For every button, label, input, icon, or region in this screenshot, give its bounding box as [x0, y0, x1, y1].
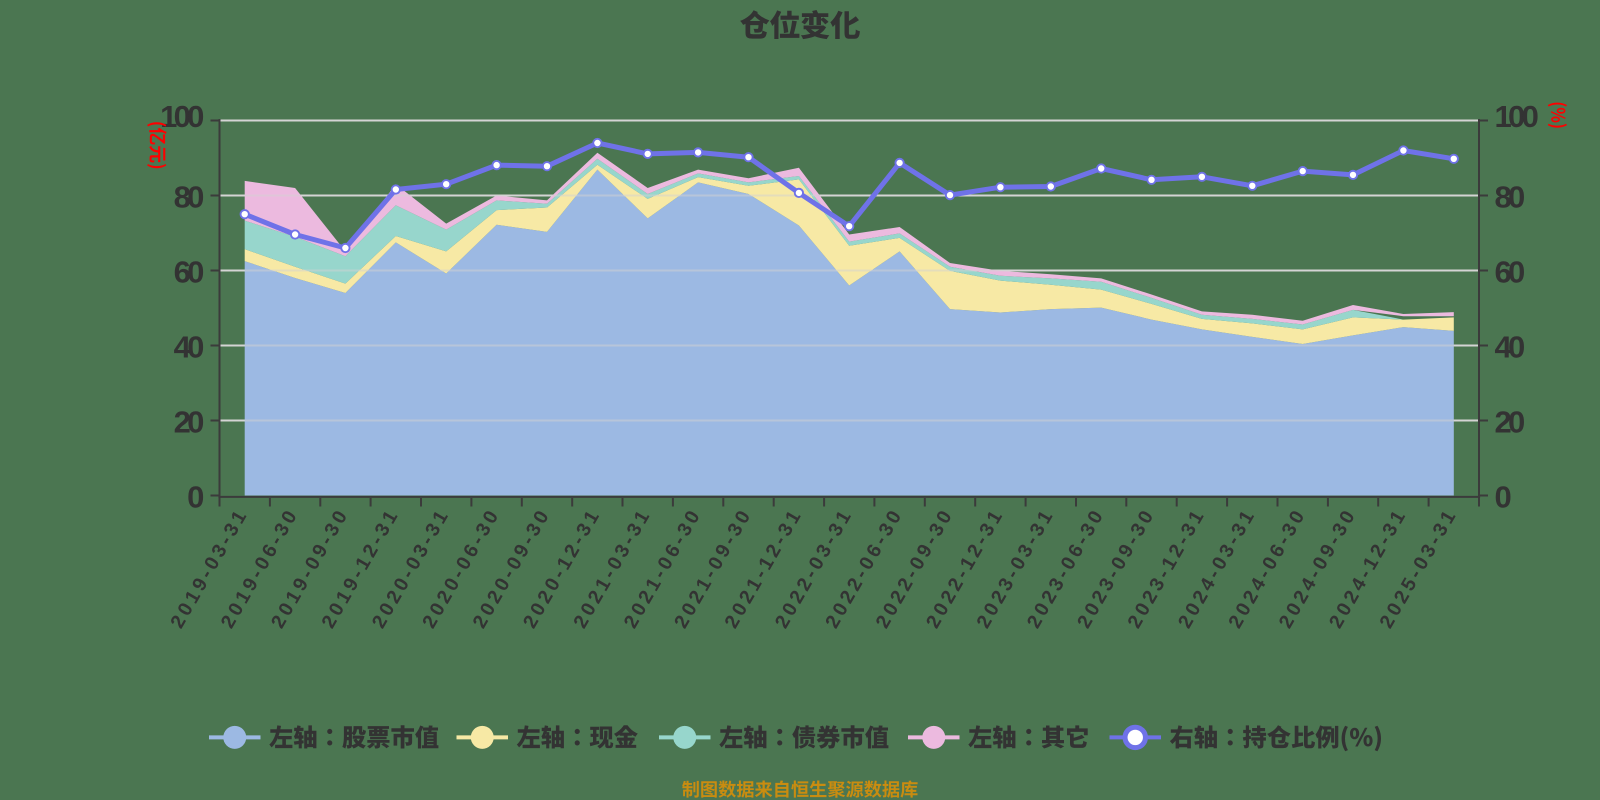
- svg-text:60: 60: [174, 254, 204, 289]
- svg-text:60: 60: [1495, 254, 1525, 289]
- svg-text:20: 20: [174, 404, 204, 439]
- svg-text:100: 100: [1495, 99, 1538, 134]
- svg-text:20: 20: [1495, 404, 1525, 439]
- svg-text:40: 40: [1495, 329, 1525, 364]
- svg-text:40: 40: [174, 329, 204, 364]
- svg-text:80: 80: [174, 179, 204, 214]
- svg-text:0: 0: [1495, 479, 1511, 514]
- svg-text:100: 100: [160, 99, 203, 134]
- svg-text:80: 80: [1495, 179, 1525, 214]
- svg-text:0: 0: [187, 479, 203, 514]
